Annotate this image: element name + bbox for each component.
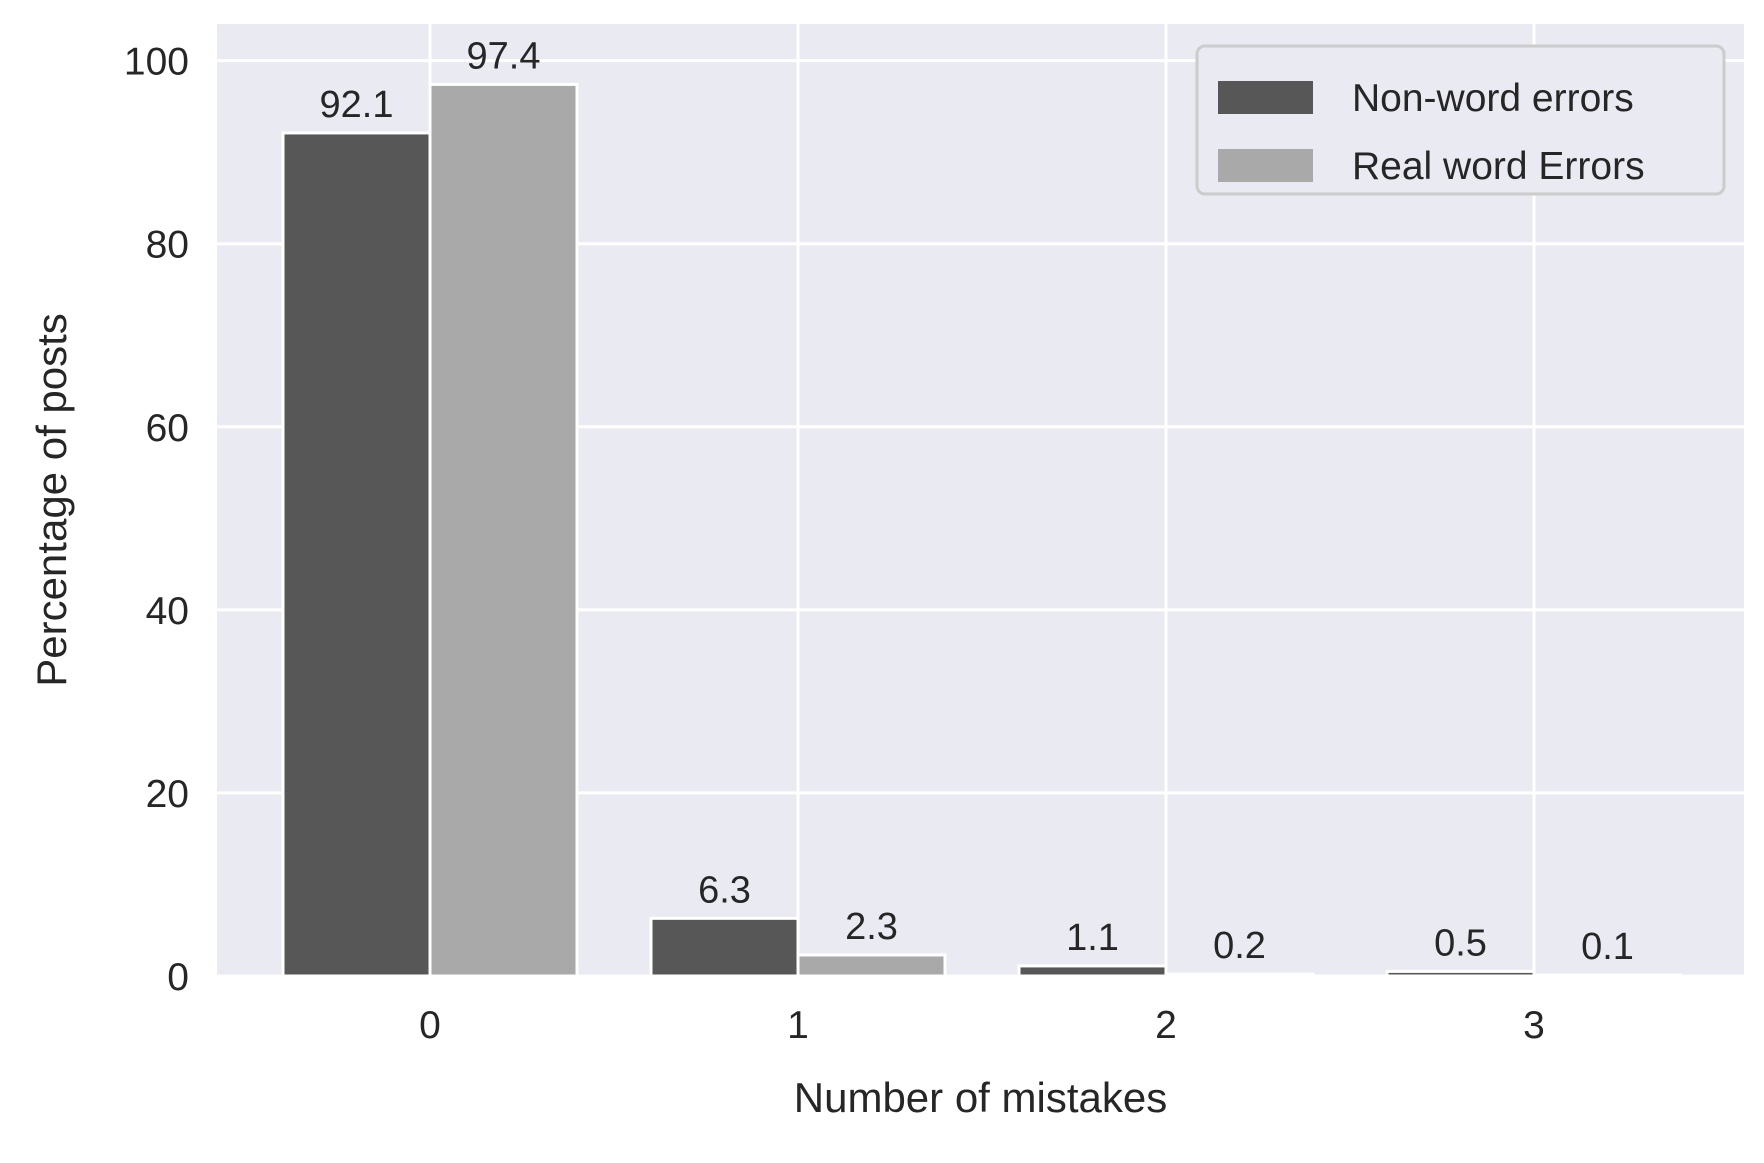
data-label: 97.4 (467, 35, 541, 77)
bar-non-word-3 (1385, 969, 1536, 978)
bar-non-word-1 (649, 916, 800, 978)
bars (281, 82, 1683, 978)
data-label: 0.2 (1213, 925, 1266, 967)
x-tick-label: 0 (419, 1004, 441, 1047)
data-label: 0.5 (1434, 922, 1487, 964)
legend-label: Real word Errors (1352, 145, 1645, 188)
bar-real-word-0 (428, 82, 579, 978)
bar-real-word-1 (796, 953, 947, 978)
x-tick-label: 3 (1523, 1004, 1545, 1047)
legend-label: Non-word errors (1352, 77, 1634, 120)
y-tick-label: 100 (124, 41, 189, 84)
data-label: 2.3 (845, 906, 898, 948)
data-label: 0.1 (1581, 926, 1634, 968)
bar-real-word-2 (1164, 972, 1315, 978)
y-tick-label: 60 (146, 407, 189, 450)
x-axis-title: Number of mistakes (794, 1074, 1167, 1121)
legend-swatch (1218, 81, 1313, 114)
y-tick-labels: 0 20 40 60 80 100 (124, 41, 189, 999)
legend-box (1195, 44, 1726, 196)
data-label: 6.3 (698, 869, 751, 911)
y-tick-label: 80 (146, 224, 189, 267)
x-tick-label: 2 (1155, 1004, 1177, 1047)
x-tick-labels: 0 1 2 3 (419, 1004, 1545, 1047)
y-tick-label: 20 (146, 773, 189, 816)
y-tick-label: 0 (167, 956, 189, 999)
x-tick-label: 1 (787, 1004, 809, 1047)
data-labels: 92.1 6.3 1.1 0.5 97.4 2.3 0.2 0.1 (320, 35, 1634, 968)
y-axis-title: Percentage of posts (28, 313, 75, 687)
bar-non-word-0 (281, 131, 432, 978)
legend-swatch (1218, 149, 1313, 182)
data-label: 1.1 (1066, 917, 1119, 959)
bar-real-word-3 (1532, 973, 1683, 978)
legend: Non-word errors Real word Errors (1195, 44, 1726, 196)
data-label: 92.1 (320, 84, 394, 126)
y-tick-label: 40 (146, 590, 189, 633)
bar-non-word-2 (1017, 964, 1168, 978)
